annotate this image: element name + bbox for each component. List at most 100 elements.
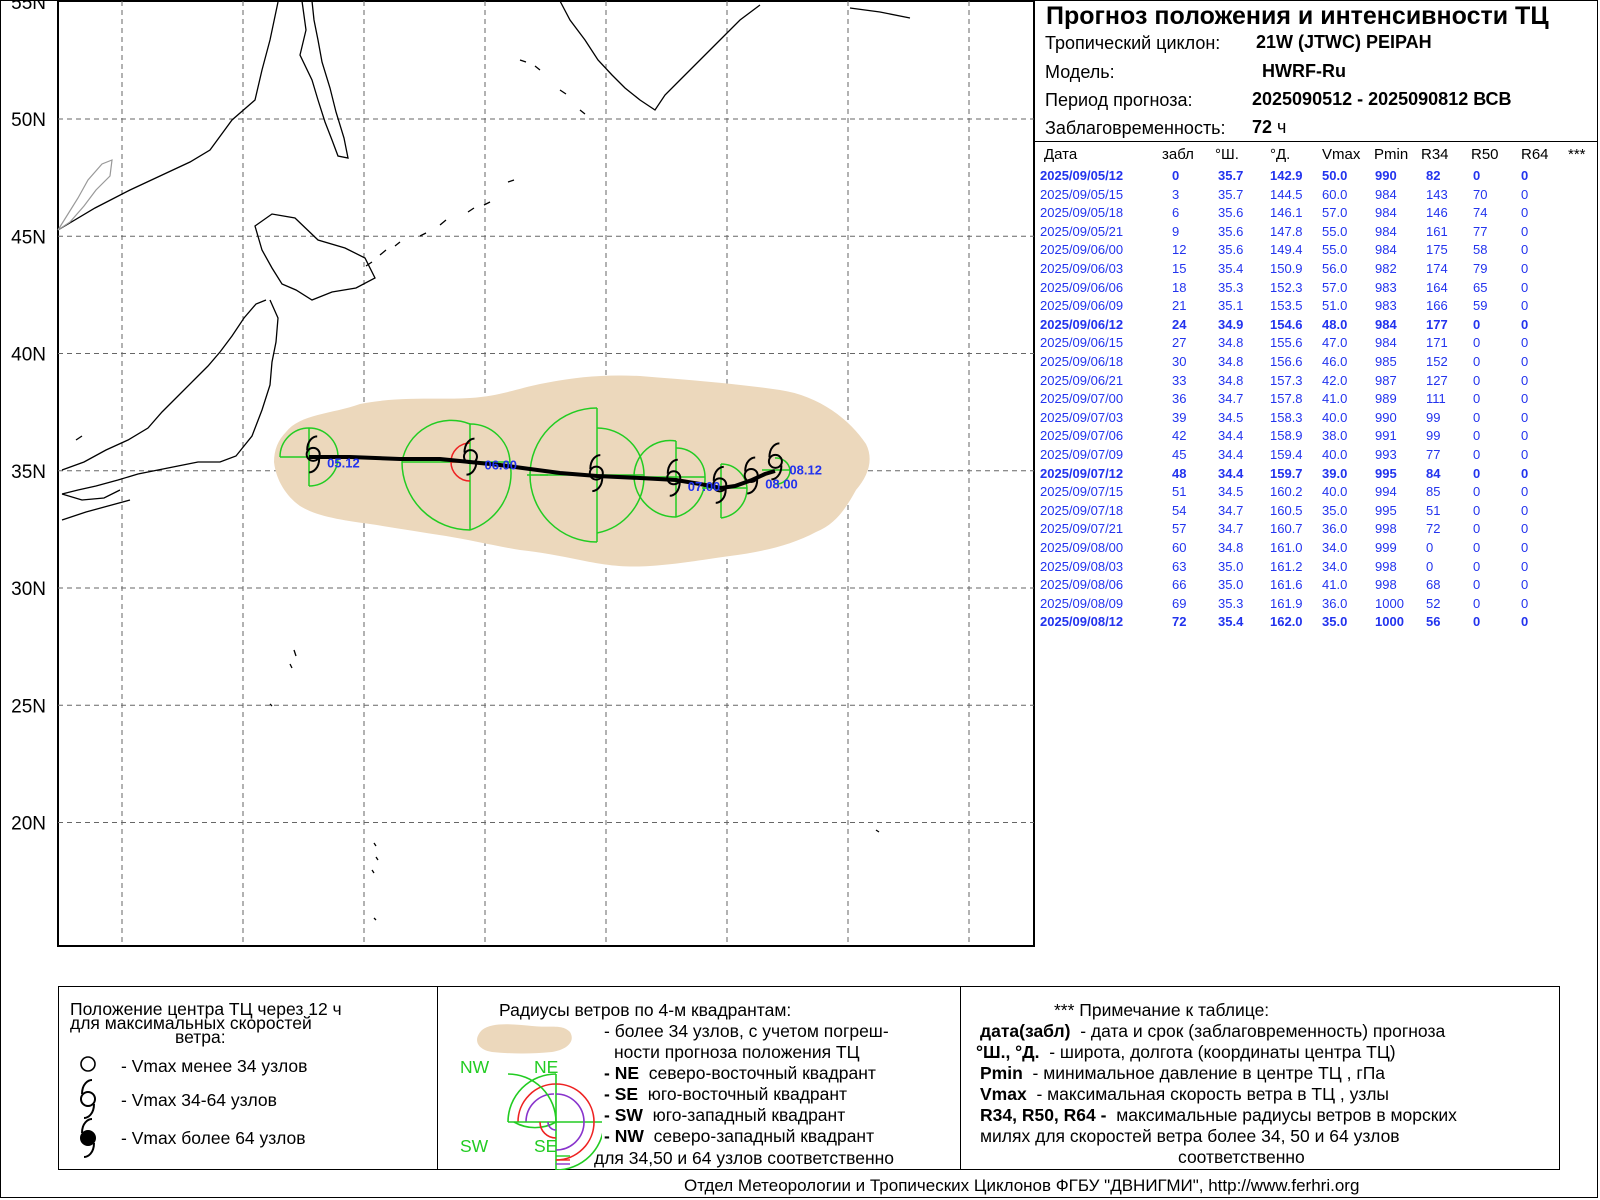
track-point-label: 08.00 (765, 476, 798, 491)
table-cell: 72 (1426, 521, 1441, 537)
table-cell: 2025/09/05/12 (1040, 168, 1124, 183)
table-cell: 2025/09/06/03 (1040, 261, 1124, 276)
table-cell: 0 (1521, 205, 1529, 221)
table-cell: 0 (1473, 502, 1481, 518)
cyclone-symbol-arms (666, 458, 681, 497)
table-cell: 0 (1521, 261, 1529, 276)
table-cell: 35.7 (1218, 168, 1244, 183)
legend-left-title3: ветра: (175, 1027, 226, 1047)
table-cell: 40.0 (1322, 409, 1348, 425)
nw-text: северо-западный квадрант (653, 1126, 875, 1146)
lat-tick-label: 50N (11, 110, 46, 131)
table-cell: 161.6 (1270, 577, 1303, 593)
table-cell: 0 (1473, 316, 1481, 332)
table-cell: 45 (1172, 447, 1187, 462)
table-cell: 42.0 (1322, 372, 1348, 388)
table-cell: 984 (1375, 335, 1397, 351)
table-cell: 142.9 (1270, 168, 1303, 183)
lon-tick-label: 155E (584, 958, 628, 960)
table-cell: 34.0 (1322, 540, 1348, 555)
table-cell: 0 (1473, 428, 1481, 444)
notes-row-pmin: Pmin - минимальное давление в центре ТЦ … (980, 1063, 1385, 1083)
table-cell: 35.0 (1218, 577, 1244, 593)
notes-text-vmax: - максимальная скорость ветра в ТЦ , узл… (1036, 1084, 1389, 1104)
table-cell: 0 (1473, 354, 1481, 369)
table-cell: 2025/09/08/09 (1040, 595, 1124, 611)
table-cell: 2025/09/06/06 (1040, 279, 1124, 295)
table-cell: 55.0 (1322, 242, 1348, 258)
table-cell: 2025/09/06/00 (1040, 242, 1124, 258)
table-cell: 983 (1375, 279, 1397, 295)
cyclone-symbol (712, 465, 728, 504)
table-cell: 990 (1375, 409, 1397, 425)
cyclone-label: Тропический циклон: (1045, 33, 1221, 53)
table-cell: 34.8 (1218, 372, 1244, 388)
forecast-title: Прогноз положения и интенсивности ТЦ (1046, 2, 1549, 30)
table-cell: 60 (1172, 540, 1187, 555)
notes-text-coords: - широта, долгота (координаты центра ТЦ) (1049, 1042, 1396, 1062)
table-cell: 998 (1375, 577, 1397, 593)
table-cell: 1000 (1375, 614, 1404, 630)
table-cell: 0 (1473, 409, 1481, 425)
legend-mid-se: - SE юго-восточный квадрант (604, 1084, 847, 1104)
legend-item-moderate: - Vmax 34-64 узлов (121, 1090, 277, 1110)
table-cell: 993 (1375, 447, 1397, 462)
table-cell: 68 (1426, 577, 1441, 593)
table-cell: 48.0 (1322, 316, 1348, 332)
table-cell: 985 (1375, 354, 1397, 369)
table-cell: 111 (1426, 391, 1446, 407)
table-cell: 998 (1375, 558, 1397, 574)
table-cell: 74 (1473, 205, 1488, 221)
header-separator (1034, 141, 1598, 142)
table-cell: 158.9 (1270, 428, 1303, 444)
table-cell: 2025/09/07/12 (1040, 465, 1124, 481)
table-cell: 35.1 (1218, 298, 1244, 314)
table-cell: 984 (1375, 316, 1397, 332)
lat-tick-label: 20N (11, 814, 46, 835)
table-cell: 34.5 (1218, 484, 1244, 500)
lat-tick-label: 55N (11, 0, 46, 14)
table-cell: 984 (1375, 205, 1397, 221)
table-cell: 994 (1375, 484, 1397, 500)
cyclone-symbol-arms (712, 465, 727, 504)
table-cell: 161.2 (1270, 558, 1303, 574)
table-cell: 154.6 (1270, 316, 1303, 332)
legend-mid-ne: - NE северо-восточный квадрант (604, 1063, 876, 1083)
notes-row-coords: °Ш., °Д. - широта, долгота (координаты ц… (976, 1042, 1396, 1062)
table-cell: 155.6 (1270, 335, 1303, 351)
table-cell: 99 (1426, 428, 1441, 444)
legend-notes-box (960, 986, 1560, 1170)
table-cell: 0 (1521, 186, 1529, 202)
legend-symbol-icons (80, 1056, 96, 1158)
table-cell: 46.0 (1322, 354, 1348, 369)
legend-left-title2: для максимальных скоростей (70, 1013, 312, 1033)
table-cell: 0 (1521, 577, 1529, 593)
table-cell: 2025/09/08/06 (1040, 577, 1124, 593)
cyclone-symbol-arms (744, 456, 759, 495)
table-cell: 161 (1426, 223, 1448, 239)
table-cell: 34.8 (1218, 354, 1244, 369)
table-cell: 82 (1426, 168, 1441, 183)
table-cell: 0 (1473, 521, 1481, 537)
notes-key-pmin: Pmin (980, 1063, 1023, 1083)
table-cell: 127 (1426, 372, 1448, 388)
table-cell: 2025/09/06/12 (1040, 316, 1124, 332)
table-cell: 159.4 (1270, 447, 1303, 462)
cyclone-symbol (743, 456, 759, 495)
table-cell: 164 (1426, 279, 1448, 295)
cyclone-symbol (462, 437, 478, 476)
table-cell: 66 (1172, 577, 1187, 593)
table-cell: 0 (1521, 168, 1529, 183)
table-cell: 15 (1172, 261, 1187, 276)
period-value: 2025090512 - 2025090812 ВСВ (1252, 89, 1512, 109)
table-cell: 35.4 (1218, 614, 1244, 630)
cyclone-symbol (305, 435, 321, 474)
coastlines (57, 0, 911, 921)
table-cell: 0 (1521, 502, 1529, 518)
table-cell: 160.5 (1270, 502, 1303, 518)
legend-mid-unc2: ности прогноза положения ТЦ (614, 1042, 860, 1062)
table-cell: 0 (1473, 577, 1481, 593)
legend-mid-last: для 34,50 и 64 узлов соответственно (594, 1148, 895, 1168)
table-cell: 35.6 (1218, 242, 1244, 258)
notes-text-date: - дата и срок (заблаговременность) прогн… (1080, 1021, 1446, 1041)
